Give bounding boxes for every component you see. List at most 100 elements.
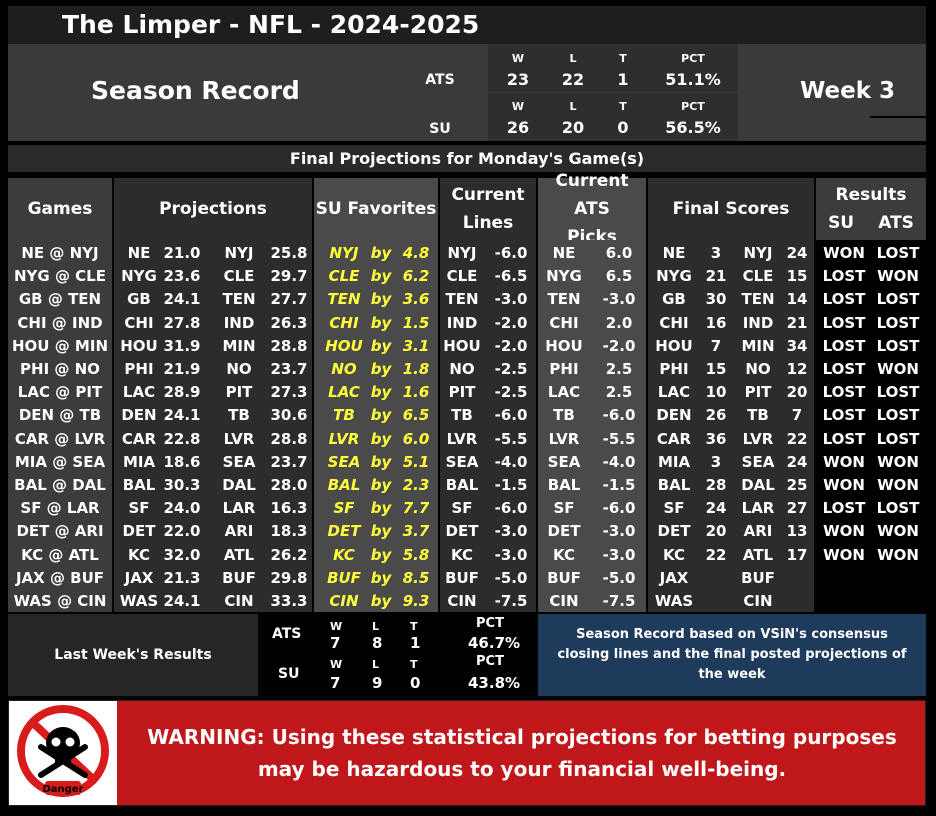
proj-home-team: TEN xyxy=(222,290,256,309)
proj-away-score: 32.0 xyxy=(163,545,201,564)
final-home-team: CIN xyxy=(743,592,773,610)
final-home-team: SEA xyxy=(741,452,775,471)
proj-away-score: 31.9 xyxy=(163,336,201,355)
proj-away-score: 28.9 xyxy=(163,383,201,402)
col-final-scores xyxy=(648,240,814,612)
lw-ats-losses: 8 xyxy=(372,634,383,652)
proj-away-score: 21.9 xyxy=(163,360,201,378)
proj-home-team: LAR xyxy=(222,499,256,518)
ats-pick-team: LAC xyxy=(547,383,581,402)
ats-record-block: W L T PCT 23 22 1 51.1% xyxy=(488,44,738,92)
line-team: CIN xyxy=(447,592,477,610)
lw-su-pct-head: PCT xyxy=(476,654,504,669)
lw-su-label: SU xyxy=(278,666,300,682)
ats-wins: 23 xyxy=(506,70,530,89)
su-favorite-margin: 6.2 xyxy=(402,267,430,286)
su-favorite-team: NO xyxy=(331,360,357,378)
week-underline xyxy=(870,116,926,118)
proj-away-team: NE xyxy=(127,244,151,262)
final-away-team: KC xyxy=(663,545,685,564)
su-favorite-team: LAC xyxy=(328,383,360,402)
proj-home-score: 27.3 xyxy=(270,383,308,402)
final-home-team: IND xyxy=(742,313,774,332)
proj-home-team: TB xyxy=(228,406,250,425)
result-su: LOST xyxy=(822,267,866,286)
su-favorite-by: by xyxy=(370,545,392,564)
proj-home-team: LVR xyxy=(223,429,255,448)
su-t-header: T xyxy=(619,100,627,113)
proj-away-team: PHI xyxy=(124,360,154,378)
line-value: -6.0 xyxy=(494,499,528,518)
final-home-team: DAL xyxy=(741,476,775,494)
table-row: SF @ LAR SF 24.0 LAR 16.3 SF by 7.7 SF -6.0 SF -6.0… xyxy=(8,497,926,520)
proj-home-team: PIT xyxy=(225,383,253,402)
final-away-team: WAS xyxy=(654,592,694,610)
final-away-team: PHI xyxy=(659,360,689,378)
su-wins: 26 xyxy=(506,118,530,137)
final-home-score: 7 xyxy=(791,406,803,425)
result-su: LOST xyxy=(822,313,866,332)
su-ties: 0 xyxy=(617,118,629,137)
final-home-score: 17 xyxy=(786,545,808,564)
su-pct-header: PCT xyxy=(681,100,705,113)
result-ats: WON xyxy=(877,452,919,471)
title-bar: The Limper - NFL - 2024-2025 xyxy=(8,6,926,44)
proj-home-team: ATL xyxy=(223,545,255,564)
game-cell: JAX @ BUF xyxy=(15,568,105,587)
su-favorite-by: by xyxy=(370,360,392,378)
result-ats: WON xyxy=(877,360,919,378)
line-value: -2.5 xyxy=(494,360,528,378)
final-home-team: PIT xyxy=(744,383,772,402)
games-table-body: NE @ NYJ NE 21.0 NYJ 25.8 NYJ by 4.8 NYJ -6.0 NE 6.… xyxy=(8,240,926,612)
final-away-team: NE xyxy=(662,244,686,262)
su-favorite-team: DET xyxy=(327,522,361,541)
subtitle-bar: Final Projections for Monday's Game(s) xyxy=(8,145,926,172)
su-favorite-margin: 3.7 xyxy=(402,522,430,541)
su-favorite-margin: 1.6 xyxy=(402,383,430,402)
final-home-team: ARI xyxy=(743,522,773,541)
final-home-team: LVR xyxy=(742,429,774,448)
header-su-favorites: SU Favorites xyxy=(314,178,438,240)
line-team: CLE xyxy=(446,267,478,286)
proj-home-score: 18.3 xyxy=(270,522,308,541)
su-favorite-team: TEN xyxy=(327,290,361,309)
proj-home-team: CLE xyxy=(223,267,255,286)
result-ats: LOST xyxy=(876,336,920,355)
final-away-team: BAL xyxy=(657,476,691,494)
col-projections xyxy=(114,240,312,612)
su-favorite-margin: 8.5 xyxy=(402,568,430,587)
line-value: -3.0 xyxy=(494,545,528,564)
table-row: NYG @ CLE NYG 23.6 CLE 29.7 CLE by 6.2 CLE -6.5 NY… xyxy=(8,265,926,288)
lw-su-l-head: L xyxy=(372,658,380,671)
final-home-score: 13 xyxy=(786,522,808,541)
su-favorite-by: by xyxy=(370,568,392,587)
final-away-score: 24 xyxy=(705,499,727,518)
result-su: WON xyxy=(823,452,865,471)
table-row: HOU @ MIN HOU 31.9 MIN 28.8 HOU by 3.1 HOU -2.0 HO… xyxy=(8,335,926,358)
proj-home-team: DAL xyxy=(222,476,256,494)
line-team: NO xyxy=(449,360,475,378)
game-cell: MIA @ SEA xyxy=(14,452,106,471)
table-row: BAL @ DAL BAL 30.3 DAL 28.0 BAL by 2.3 BAL -1.5 BA… xyxy=(8,474,926,497)
line-value: -6.0 xyxy=(494,406,528,425)
ats-pick-value: -1.5 xyxy=(602,476,636,494)
su-favorite-by: by xyxy=(370,383,392,402)
game-cell: PHI @ NO xyxy=(20,360,100,378)
final-away-team: HOU xyxy=(655,336,693,355)
su-favorite-by: by xyxy=(370,499,392,518)
line-team: HOU xyxy=(443,336,481,355)
table-row: CHI @ IND CHI 27.8 IND 26.3 CHI by 1.5 IND -2.0 CH… xyxy=(8,312,926,335)
proj-home-score: 16.3 xyxy=(270,499,308,518)
proj-away-score: 22.8 xyxy=(163,429,201,448)
lw-ats-w-head: W xyxy=(330,620,343,633)
proj-away-score: 22.0 xyxy=(163,522,201,541)
table-row: WAS @ CIN WAS 24.1 CIN 33.3 CIN by 9.3 CIN -7.5 CI… xyxy=(8,590,926,613)
col-games xyxy=(8,240,112,612)
last-week-record: ATS W L T PCT 7 8 1 46.7% SU W L T PCT 7… xyxy=(264,614,534,696)
su-favorite-team: KC xyxy=(333,545,355,564)
final-home-score: 14 xyxy=(786,290,808,309)
line-team: TEN xyxy=(445,290,479,309)
result-ats: LOST xyxy=(876,429,920,448)
result-su: WON xyxy=(823,522,865,541)
lw-su-t-head: T xyxy=(410,658,418,671)
